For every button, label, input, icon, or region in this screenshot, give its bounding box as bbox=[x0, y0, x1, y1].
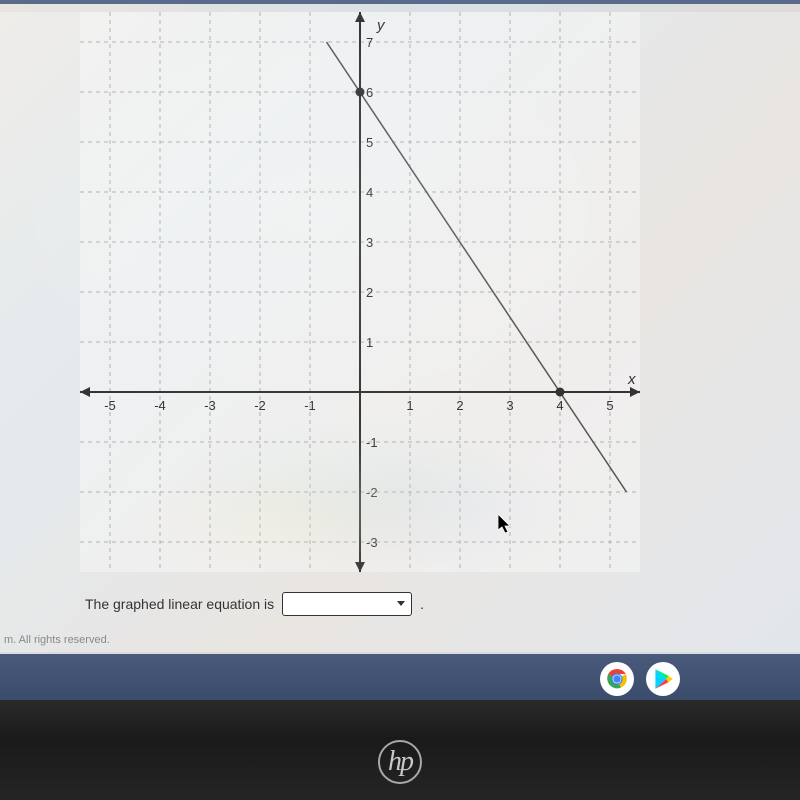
y-tick-label: 4 bbox=[366, 185, 373, 200]
y-tick-label: 6 bbox=[366, 85, 373, 100]
taskbar bbox=[0, 654, 800, 704]
question-prompt: The graphed linear equation is bbox=[85, 596, 274, 612]
y-tick-label: -1 bbox=[366, 435, 378, 450]
graphed-line bbox=[327, 42, 627, 492]
x-tick-label: -4 bbox=[154, 398, 166, 413]
x-tick-label: 4 bbox=[556, 398, 563, 413]
graph-svg: -5 -4 -3 -2 -1 1 2 3 4 5 7 6 5 4 bbox=[80, 12, 640, 572]
plotted-point bbox=[556, 388, 565, 397]
y-tick-label: 7 bbox=[366, 35, 373, 50]
copyright-text: m. All rights reserved. bbox=[0, 634, 110, 646]
x-tick-label: -3 bbox=[204, 398, 216, 413]
screen-area: -5 -4 -3 -2 -1 1 2 3 4 5 7 6 5 4 bbox=[0, 0, 800, 700]
x-tick-label: 2 bbox=[456, 398, 463, 413]
y-tick-label: 2 bbox=[366, 285, 373, 300]
x-tick-label: 3 bbox=[506, 398, 513, 413]
page-content: -5 -4 -3 -2 -1 1 2 3 4 5 7 6 5 4 bbox=[0, 12, 800, 652]
x-tick-label: -1 bbox=[304, 398, 316, 413]
x-axis-label: x bbox=[627, 371, 636, 388]
answer-dropdown[interactable] bbox=[282, 592, 412, 616]
y-tick-label: -3 bbox=[366, 535, 378, 550]
y-axis-label: y bbox=[376, 17, 386, 34]
y-tick-label: 3 bbox=[366, 235, 373, 250]
question-period: . bbox=[420, 596, 424, 612]
y-tick-label: 1 bbox=[366, 335, 373, 350]
question-row: The graphed linear equation is . bbox=[85, 592, 424, 616]
hp-logo: hp bbox=[378, 740, 422, 784]
x-tick-label: -2 bbox=[254, 398, 266, 413]
coordinate-graph: -5 -4 -3 -2 -1 1 2 3 4 5 7 6 5 4 bbox=[80, 12, 640, 572]
plotted-point bbox=[356, 88, 365, 97]
y-tick-label: 5 bbox=[366, 135, 373, 150]
play-store-icon[interactable] bbox=[646, 662, 680, 696]
x-tick-label: 1 bbox=[406, 398, 413, 413]
x-tick-label: 5 bbox=[606, 398, 613, 413]
chrome-icon[interactable] bbox=[600, 662, 634, 696]
y-tick-label: -2 bbox=[366, 485, 378, 500]
x-tick-label: -5 bbox=[104, 398, 116, 413]
